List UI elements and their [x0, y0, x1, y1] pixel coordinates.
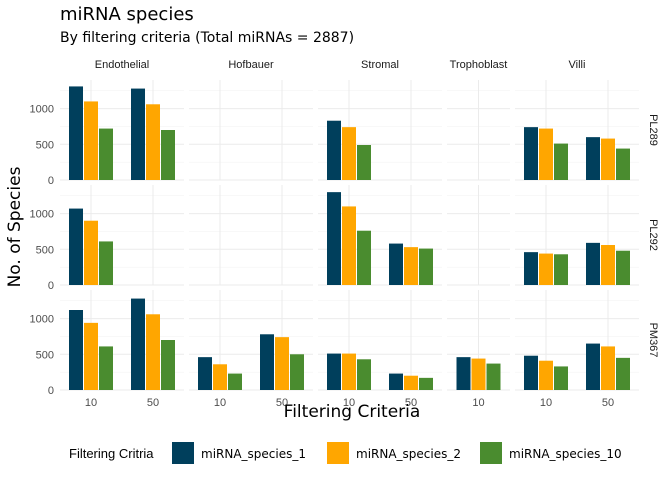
bar-miRNA_species_10 — [419, 377, 433, 390]
y-tick-label: 0 — [48, 280, 54, 292]
chart-title: miRNA species — [60, 4, 194, 25]
facet-col-label: Hofbauer — [228, 59, 274, 71]
bar-miRNA_species_2 — [601, 245, 615, 285]
x-axis-title: Filtering Criteria — [284, 402, 421, 422]
bar-miRNA_species_1 — [131, 298, 145, 390]
bar-miRNA_species_1 — [198, 357, 212, 390]
x-tick-label: 10 — [540, 397, 552, 409]
bar-miRNA_species_1 — [260, 334, 274, 390]
y-axis-title: No. of Species — [5, 166, 25, 287]
bar-miRNA_species_10 — [616, 148, 630, 180]
bar-miRNA_species_2 — [539, 360, 553, 390]
bar-miRNA_species_10 — [419, 248, 433, 285]
bar-miRNA_species_2 — [404, 247, 418, 285]
y-tick-label: 1000 — [30, 314, 54, 326]
bar-miRNA_species_10 — [161, 130, 175, 180]
bar-miRNA_species_2 — [84, 220, 98, 285]
x-tick-label: 10 — [214, 397, 226, 409]
y-tick-label: 500 — [36, 349, 54, 361]
facet-row-label: PL292 — [647, 219, 659, 251]
legend: Filtering Critria miRNA_species_1 miRNA_s… — [69, 442, 622, 464]
y-tick-label: 1000 — [30, 209, 54, 221]
legend-label: miRNA_species_1 — [201, 447, 306, 461]
bar-miRNA_species_2 — [539, 253, 553, 285]
bar-miRNA_species_2 — [342, 206, 356, 285]
bar-miRNA_species_1 — [524, 127, 538, 180]
x-tick-label: 50 — [602, 397, 614, 409]
bar-miRNA_species_2 — [601, 138, 615, 180]
y-tick-label: 1000 — [30, 104, 54, 116]
bar-miRNA_species_2 — [471, 358, 486, 390]
x-tick-label: 10 — [85, 397, 97, 409]
bar-miRNA_species_10 — [228, 373, 242, 390]
bar-miRNA_species_10 — [554, 143, 568, 180]
legend-key-miRNA_species_2 — [327, 442, 349, 464]
bar-miRNA_species_2 — [84, 322, 98, 390]
bar-miRNA_species_1 — [389, 243, 403, 285]
legend-key-miRNA_species_10 — [480, 442, 502, 464]
legend-title: Filtering Critria — [69, 446, 154, 461]
bar-miRNA_species_2 — [342, 127, 356, 180]
bar-miRNA_species_10 — [486, 363, 501, 390]
facet-row-label: PL289 — [647, 114, 659, 146]
bar-miRNA_species_10 — [99, 128, 113, 180]
x-tick-label: 10 — [472, 397, 484, 409]
bar-miRNA_species_10 — [357, 359, 371, 390]
facet-row-label: PM367 — [647, 323, 659, 358]
x-tick-label: 10 — [343, 397, 355, 409]
facet-col-label: Villi — [569, 59, 586, 71]
facet-col-label: Endothelial — [95, 59, 149, 71]
legend-label: miRNA_species_2 — [356, 447, 461, 461]
bar-miRNA_species_1 — [389, 373, 403, 390]
bar-miRNA_species_2 — [404, 375, 418, 390]
bar-miRNA_species_1 — [586, 242, 600, 285]
bar-miRNA_species_2 — [84, 101, 98, 180]
y-tick-label: 500 — [36, 139, 54, 151]
x-tick-label: 50 — [276, 397, 288, 409]
facet-panels: Endothelial Hofbauer Stromal Trophoblast Vil… — [30, 59, 659, 409]
bar-miRNA_species_10 — [99, 241, 113, 285]
bar-miRNA_species_2 — [539, 128, 553, 180]
x-tick-label: 50 — [405, 397, 417, 409]
bar-miRNA_species_1 — [327, 120, 341, 180]
bar-miRNA_species_10 — [616, 357, 630, 390]
y-tick-label: 0 — [48, 175, 54, 187]
bar-miRNA_species_10 — [616, 250, 630, 285]
bar-miRNA_species_10 — [357, 145, 371, 180]
bar-miRNA_species_2 — [342, 353, 356, 390]
bar-miRNA_species_1 — [524, 355, 538, 390]
bar-miRNA_species_10 — [357, 230, 371, 285]
bar-miRNA_species_10 — [99, 346, 113, 390]
bar-miRNA_species_1 — [586, 343, 600, 390]
bar-miRNA_species_1 — [327, 353, 341, 390]
bar-miRNA_species_1 — [69, 208, 83, 285]
bar-miRNA_species_2 — [601, 346, 615, 390]
bar-miRNA_species_10 — [161, 340, 175, 390]
y-tick-label: 500 — [36, 244, 54, 256]
bar-miRNA_species_10 — [554, 366, 568, 390]
bar-miRNA_species_10 — [290, 354, 304, 390]
bar-miRNA_species_2 — [146, 104, 160, 180]
bar-miRNA_species_1 — [69, 86, 83, 180]
bar-miRNA_species_1 — [456, 357, 471, 390]
legend-label: miRNA_species_10 — [509, 447, 622, 461]
bar-miRNA_species_1 — [524, 252, 538, 285]
bar-miRNA_species_2 — [275, 337, 289, 390]
bar-miRNA_species_1 — [586, 137, 600, 180]
facet-col-label: Trophoblast — [450, 59, 508, 71]
legend-key-miRNA_species_1 — [172, 442, 194, 464]
bar-miRNA_species_10 — [554, 254, 568, 285]
chart-subtitle: By filtering criteria (Total miRNAs = 28… — [60, 30, 354, 46]
facet-col-label: Stromal — [361, 59, 399, 71]
bar-miRNA_species_2 — [146, 314, 160, 390]
bar-miRNA_species_2 — [213, 364, 227, 390]
y-tick-label: 0 — [48, 385, 54, 397]
bar-miRNA_species_1 — [327, 192, 341, 285]
bar-miRNA_species_1 — [69, 310, 83, 390]
bar-miRNA_species_1 — [131, 88, 145, 180]
x-tick-label: 50 — [147, 397, 159, 409]
